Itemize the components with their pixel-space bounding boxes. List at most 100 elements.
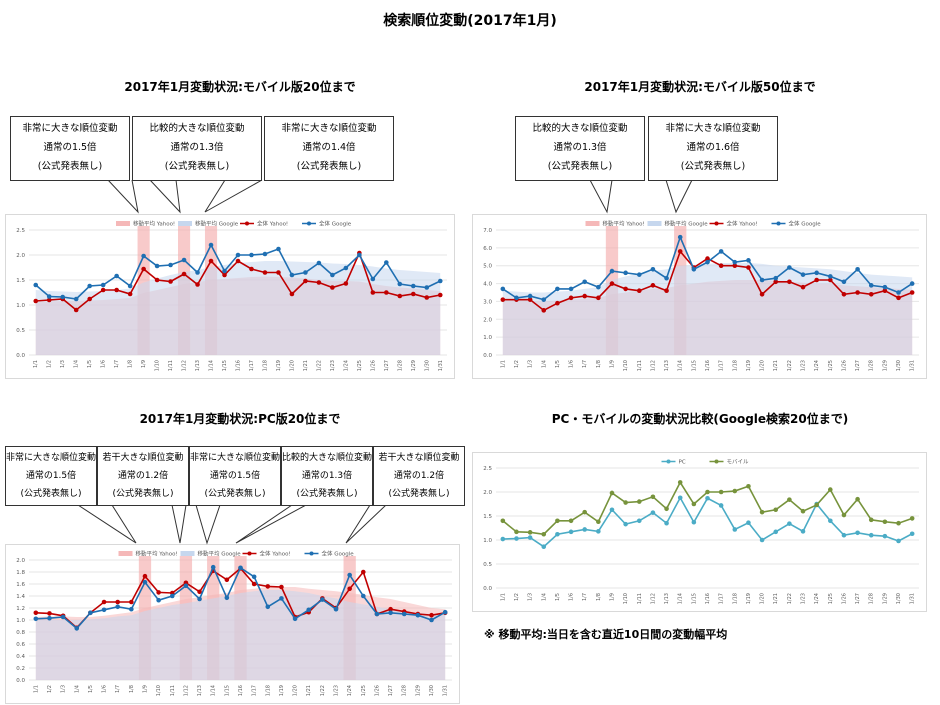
data-point [582, 293, 587, 299]
x-tick-label: 1/31 [443, 685, 449, 696]
data-point [609, 281, 615, 286]
data-point [732, 527, 738, 532]
data-point [773, 507, 779, 513]
y-tick-label: 2.0 [16, 253, 25, 259]
x-tick-label: 1/12 [650, 360, 656, 371]
data-point [609, 490, 615, 496]
callout-box: 非常に大きな順位変動 通常の1.6倍 (公式発表無し) [648, 116, 778, 181]
x-tick-label: 1/18 [732, 593, 738, 604]
data-point [33, 282, 39, 288]
data-point [732, 488, 738, 494]
data-point [868, 291, 874, 297]
x-tick-label: 1/13 [664, 593, 670, 604]
data-point [361, 569, 366, 575]
data-point [251, 581, 257, 587]
x-tick-label: 1/17 [719, 593, 725, 604]
data-point [718, 263, 724, 269]
panel-title-mobile50: 2017年1月変動状況:モバイル版50位まで [584, 80, 816, 94]
data-point [568, 518, 574, 524]
data-point [514, 529, 519, 535]
data-point [289, 272, 295, 278]
x-tick-label: 1/1 [500, 360, 506, 368]
data-point [909, 531, 915, 537]
data-point [410, 291, 416, 297]
data-point [279, 584, 284, 590]
callout-line3: (公式発表無し) [164, 161, 230, 172]
legend-swatch [178, 221, 192, 226]
data-point [541, 308, 547, 313]
data-point [222, 272, 227, 278]
x-tick-label: 1/28 [869, 360, 875, 371]
data-point [388, 610, 393, 616]
data-point [129, 606, 134, 612]
data-point [168, 279, 173, 284]
data-point [142, 579, 148, 585]
x-tick-label: 1/16 [238, 685, 244, 696]
x-tick-label: 1/27 [388, 685, 394, 696]
callout-box: 比較的大きな順位変動 通常の1.3倍 (公式発表無し) [515, 116, 645, 181]
x-tick-label: 1/24 [814, 360, 820, 371]
callout-line1: 非常に大きな順位変動 [6, 453, 97, 463]
data-point [677, 249, 683, 254]
x-tick-label: 1/29 [882, 360, 888, 371]
callout-pointer [171, 504, 187, 544]
data-point [101, 607, 107, 613]
x-tick-label: 1/24 [343, 360, 349, 371]
x-tick-label: 1/5 [555, 593, 561, 601]
area-移動平均 Google [502, 263, 913, 355]
data-point [388, 606, 393, 612]
data-point [759, 277, 765, 283]
data-point [773, 529, 779, 535]
data-point [115, 599, 120, 605]
y-tick-label: 2.0 [483, 317, 492, 323]
mobile20-svg: 0.0 0.5 1.0 1.5 2.0 2.5 1/1 1/2 1/3 1/4 1/5 1/6 1/7 1… [5, 214, 455, 379]
data-point [800, 272, 806, 277]
y-tick-label: 1.6 [16, 582, 25, 588]
chart-mobile20: 0.0 0.5 1.0 1.5 2.0 2.5 1/1 1/2 1/3 1/4 1/5 1/6 1/7 1… [5, 214, 455, 379]
data-point [500, 297, 506, 302]
data-point [882, 519, 888, 525]
x-tick-label: 1/30 [424, 360, 430, 371]
callout-line1: 非常に大きな順位変動 [22, 123, 118, 134]
y-tick-label: 1.8 [16, 570, 25, 576]
y-tick-label: 0.6 [16, 642, 25, 648]
data-point [896, 538, 901, 544]
data-point [156, 597, 161, 603]
x-tick-label: 1/29 [411, 360, 417, 371]
legend-label: モバイル [727, 459, 750, 466]
data-point [397, 281, 403, 287]
data-point [265, 584, 271, 589]
x-tick-label: 1/28 [402, 685, 408, 696]
data-point [127, 283, 133, 289]
callout-line3: (公式発表無し) [204, 489, 266, 499]
data-point [316, 280, 322, 285]
data-point [596, 295, 601, 301]
x-tick-label: 1/21 [306, 685, 312, 696]
data-point [168, 262, 173, 268]
data-point [718, 503, 724, 508]
data-point [292, 616, 298, 622]
data-point [636, 518, 642, 524]
x-tick-label: 1/26 [841, 593, 847, 604]
y-tick-label: 3.0 [483, 299, 492, 305]
legend-marker [714, 459, 719, 464]
callout-box: 非常に大きな順位変動 通常の1.5倍 (公式発表無し) [189, 446, 281, 506]
y-tick-label: 0.8 [16, 630, 25, 636]
callout-box: 非常に大きな順位変動 通常の1.5倍 (公式発表無し) [5, 446, 97, 506]
data-point [361, 593, 366, 599]
data-point [442, 609, 448, 615]
data-point [306, 607, 312, 613]
x-tick-label: 1/25 [828, 360, 834, 371]
x-tick-label: 1/13 [197, 685, 203, 696]
x-tick-label: 1/6 [569, 593, 575, 601]
x-tick-label: 1/11 [170, 685, 176, 696]
x-tick-label: 1/24 [814, 593, 820, 604]
data-point [909, 516, 915, 521]
data-point [555, 286, 560, 292]
data-point [46, 297, 52, 303]
x-tick-label: 1/9 [141, 360, 147, 368]
data-point [582, 527, 587, 532]
data-point [718, 489, 724, 495]
data-point [46, 294, 52, 299]
data-point [828, 518, 833, 524]
